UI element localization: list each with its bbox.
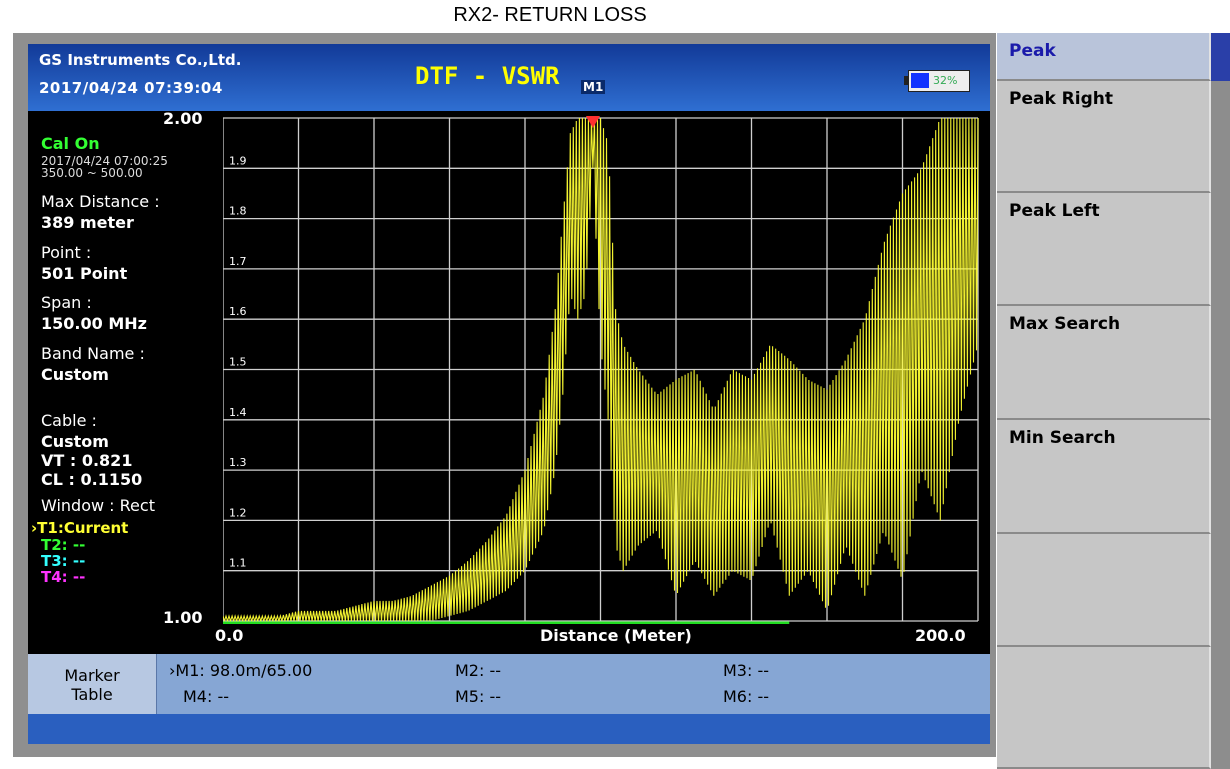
cable-value: Custom [41,432,109,451]
trace-t1[interactable]: ›T1:Current [31,519,129,537]
x-end-label: 200.0 [915,626,966,645]
marker-table-button[interactable]: Marker Table [28,654,157,714]
band-name-label: Band Name : [41,344,145,363]
softkey-edge [1211,647,1230,769]
marker-flag: M1 [581,80,606,94]
datetime: 2017/04/24 07:39:04 [39,79,223,97]
y-tick-label: 1.5 [229,356,247,369]
instrument-header: GS Instruments Co.,Ltd. 2017/04/24 07:39… [28,44,990,111]
cable-cl: CL : 0.1150 [41,470,143,489]
battery-percent: 32% [933,74,958,87]
marker-m2-readout[interactable]: M2: -- [455,661,502,680]
y-tick-label: 1.8 [229,205,247,218]
marker-m4-readout[interactable]: M4: -- [183,687,230,706]
window-type: Window : Rect [41,496,155,515]
marker-table-line1: Marker [64,666,120,685]
y-tick-label: 1.3 [229,456,247,469]
marker-m1-triangle [585,116,600,128]
softkey-edge [1211,306,1230,420]
cal-range: 350.00 ~ 500.00 [41,166,143,180]
softkey-empty-7[interactable] [997,647,1211,769]
vswr-trace [223,117,979,624]
y-tick-label: 1.6 [229,305,247,318]
softkey-edge [1211,81,1230,193]
span-value: 150.00 MHz [41,314,147,333]
y-min-label: 1.00 [163,608,203,627]
cable-label: Cable : [41,411,97,430]
mode-title: DTF - VSWR [415,62,560,90]
marker-m6-readout[interactable]: M6: -- [723,687,770,706]
max-distance-label: Max Distance : [41,192,160,211]
vswr-chart[interactable]: 1.9 1.8 1.7 1.6 1.5 1.4 1.3 1.2 1.1 [223,116,983,624]
page-title: RX2- RETURN LOSS [453,4,647,26]
span-label: Span : [41,293,92,312]
point-label: Point : [41,243,92,262]
marker-table-bar: Marker Table ›M1: 98.0m/65.00 M2: -- M3:… [28,654,990,714]
softkey-peak[interactable]: Peak [997,33,1211,81]
softkey-edge [1211,193,1230,306]
battery-icon: 32% [904,70,970,92]
company-name: GS Instruments Co.,Ltd. [39,51,242,69]
y-max-label: 2.00 [163,109,203,128]
softkey-empty-6[interactable] [997,534,1211,647]
trace-t2[interactable]: T2: -- [41,536,86,554]
cal-date: 2017/04/24 07:00:25 [41,154,168,168]
x-axis-label: Distance (Meter) [540,626,692,645]
band-name-value: Custom [41,365,109,384]
softkey-edge [1211,420,1230,534]
y-tick-label: 1.2 [229,506,247,519]
trace-t3[interactable]: T3: -- [41,552,86,570]
status-bar [28,714,990,744]
softkey-min-search[interactable]: Min Search [997,420,1211,534]
x-start-label: 0.0 [215,626,244,645]
measurement-screen: 2.00 Cal On 2017/04/24 07:00:25 350.00 ~… [28,109,990,654]
y-tick-label: 1.7 [229,255,247,268]
softkey-peak-indicator [1211,33,1230,81]
y-tick-label: 1.9 [229,154,247,167]
cable-vt: VT : 0.821 [41,451,133,470]
battery-fill [911,73,929,88]
marker-m3-readout[interactable]: M3: -- [723,661,770,680]
softkey-max-search[interactable]: Max Search [997,306,1211,420]
max-distance-value: 389 meter [41,213,134,232]
marker-table-line2: Table [71,685,113,704]
softkey-peak-left[interactable]: Peak Left [997,193,1211,306]
y-tick-label: 1.4 [229,406,247,419]
softkey-panel: Peak Peak Right Peak Left Max Search Min… [997,33,1230,769]
cal-status: Cal On [41,134,100,153]
softkey-peak-right[interactable]: Peak Right [997,81,1211,193]
battery-nub [904,76,908,85]
marker-m5-readout[interactable]: M5: -- [455,687,502,706]
marker-m1-readout[interactable]: ›M1: 98.0m/65.00 [169,661,313,680]
y-tick-label: 1.1 [229,557,247,570]
softkey-edge [1211,534,1230,647]
trace-t4[interactable]: T4: -- [41,568,86,586]
point-value: 501 Point [41,264,128,283]
